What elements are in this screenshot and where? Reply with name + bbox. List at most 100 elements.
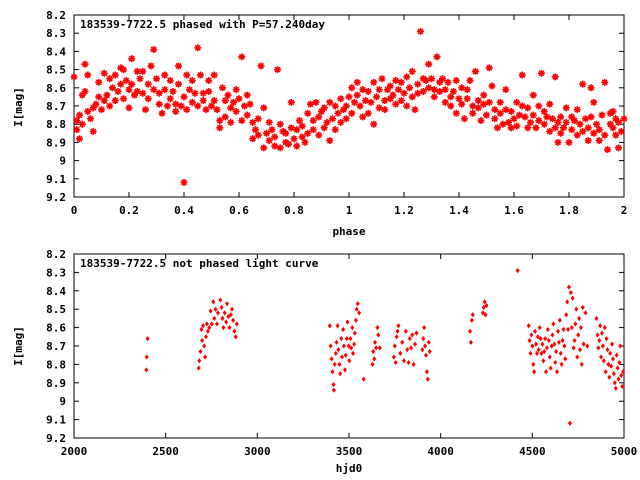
data-point: [458, 100, 466, 108]
data-point: [616, 376, 621, 382]
data-point: [546, 127, 554, 135]
data-point: [615, 365, 620, 371]
data-point: [352, 341, 357, 347]
y-tick-label: 8.4: [46, 285, 66, 298]
data-point: [540, 120, 548, 128]
data-point: [150, 86, 158, 94]
data-point: [340, 354, 345, 360]
data-point: [496, 109, 504, 117]
data-point: [353, 91, 361, 99]
data-point: [463, 95, 471, 103]
data-point: [543, 336, 548, 342]
data-point: [546, 100, 554, 108]
data-point: [232, 86, 240, 94]
data-point: [95, 78, 103, 86]
data-point: [617, 127, 625, 135]
data-point: [540, 341, 545, 347]
data-point: [576, 332, 581, 338]
y-tick-label: 9: [59, 395, 66, 408]
y-tick-label: 9.1: [46, 414, 66, 427]
data-point: [359, 86, 367, 94]
data-point: [549, 343, 554, 349]
data-point: [421, 336, 426, 342]
data-point: [578, 325, 583, 331]
data-point: [491, 115, 499, 123]
data-point: [584, 137, 592, 145]
y-axis-title: I[mag]: [12, 326, 25, 366]
data-point: [557, 113, 565, 121]
data-point: [228, 312, 233, 318]
data-point: [364, 87, 372, 95]
data-point: [172, 107, 180, 115]
data-point: [293, 126, 301, 134]
data-point: [396, 323, 401, 329]
data-point: [197, 358, 202, 364]
data-point: [422, 77, 430, 85]
data-point: [552, 341, 557, 347]
data-point: [331, 382, 336, 388]
data-point: [243, 111, 251, 119]
data-point: [513, 98, 521, 106]
data-point: [122, 77, 130, 85]
data-point: [337, 95, 345, 103]
data-point: [483, 312, 488, 318]
data-point: [212, 315, 217, 321]
y-tick-label: 9.2: [46, 191, 66, 204]
data-point: [585, 343, 590, 349]
data-point: [521, 113, 529, 121]
data-point: [527, 118, 534, 126]
data-point: [78, 120, 86, 128]
data-point: [186, 86, 193, 94]
data-point: [572, 337, 577, 344]
data-point: [516, 111, 523, 119]
data-point: [541, 358, 546, 364]
data-point: [342, 115, 350, 123]
x-tick-label: 4500: [519, 445, 546, 458]
data-point: [411, 361, 416, 367]
data-point: [92, 100, 100, 108]
data-point: [564, 312, 569, 318]
data-point: [202, 106, 210, 114]
x-tick-label: 1.8: [559, 204, 579, 217]
data-point: [309, 126, 317, 134]
data-point: [246, 100, 254, 108]
data-point: [336, 347, 341, 353]
data-point: [532, 369, 537, 375]
data-point: [233, 334, 238, 340]
data-point: [370, 78, 378, 86]
data-point: [371, 348, 376, 355]
data-point: [216, 124, 224, 132]
data-point: [560, 337, 565, 344]
data-point: [555, 369, 560, 375]
data-point: [329, 356, 334, 362]
data-point: [554, 138, 562, 146]
data-point: [144, 367, 149, 373]
data-point: [183, 71, 191, 79]
data-point: [584, 124, 592, 132]
data-point: [447, 102, 455, 110]
chart-title: 183539-7722.5 not phased light curve: [80, 257, 319, 270]
data-point: [469, 102, 477, 110]
data-point: [574, 306, 579, 312]
data-point: [414, 89, 422, 97]
data-point: [491, 106, 499, 114]
data-point: [436, 87, 444, 95]
data-point: [215, 310, 220, 316]
data-point: [348, 336, 353, 342]
data-point: [139, 89, 147, 97]
data-point: [373, 93, 380, 101]
data-point: [125, 104, 133, 112]
data-point: [562, 118, 570, 126]
data-point: [161, 86, 169, 94]
data-point: [441, 86, 449, 94]
data-point: [403, 102, 411, 110]
data-point: [532, 124, 540, 132]
data-point: [607, 374, 612, 380]
data-point: [210, 97, 218, 105]
data-point: [364, 109, 372, 117]
data-point: [386, 82, 394, 90]
data-point: [601, 131, 609, 139]
data-point: [536, 347, 541, 353]
data-point: [249, 118, 257, 126]
data-point: [600, 343, 605, 349]
